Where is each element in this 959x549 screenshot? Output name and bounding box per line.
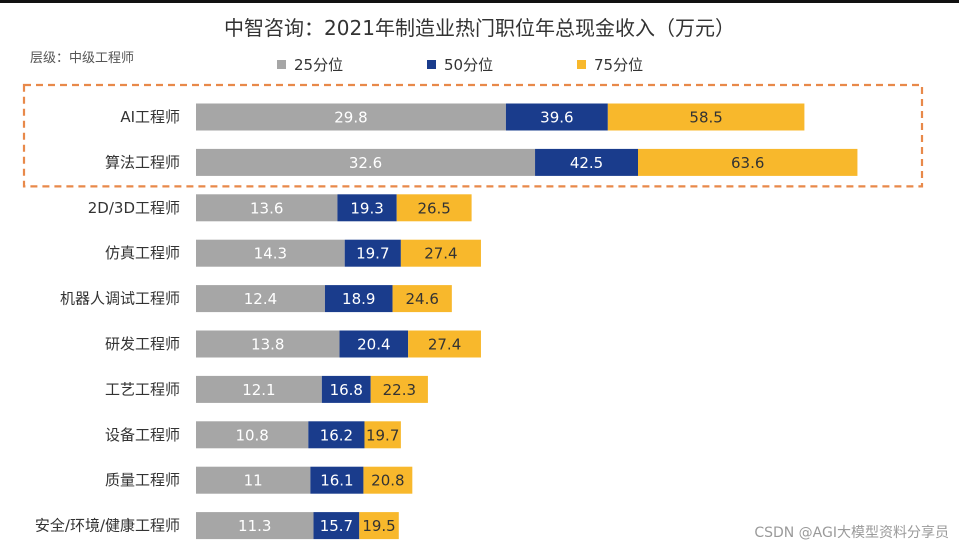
legend-swatch-p50 — [427, 60, 436, 69]
category-label: 设备工程师 — [105, 426, 180, 444]
legend-swatch-p75 — [577, 60, 586, 69]
bar-p50 — [321, 375, 371, 403]
bar-p75 — [408, 330, 481, 358]
bar-p25 — [196, 285, 325, 313]
data-label-p50: 16.1 — [320, 472, 353, 490]
bar-p50 — [324, 285, 393, 313]
data-label-p25: 12.1 — [242, 381, 275, 399]
data-label-p25: 13.6 — [250, 199, 283, 217]
legend-label-p50: 50分位 — [444, 56, 494, 74]
data-label-p25: 11.3 — [238, 517, 271, 535]
data-label-p50: 19.7 — [356, 245, 389, 263]
legend-label-p25: 25分位 — [294, 56, 344, 74]
bar-row: 质量工程师 11 16.1 20.8 — [105, 466, 413, 494]
bar-row: AI工程师 29.8 39.6 58.5 — [120, 103, 805, 131]
bar-row: 仿真工程师 14.3 19.7 27.4 — [105, 239, 481, 267]
bar-p25 — [196, 512, 314, 540]
bar-p50 — [505, 103, 608, 131]
bar-p25 — [196, 375, 322, 403]
bar-p25 — [196, 421, 309, 449]
bar-row: 安全/环境/健康工程师 11.3 15.7 19.5 — [35, 512, 399, 540]
bar-p50 — [535, 148, 638, 176]
bar-row: 算法工程师 32.6 42.5 63.6 — [105, 148, 858, 176]
data-label-p25: 14.3 — [254, 245, 287, 263]
data-label-p75: 63.6 — [731, 154, 764, 172]
data-label-p50: 16.2 — [320, 426, 353, 444]
bar-p75 — [370, 375, 428, 403]
category-label: 研发工程师 — [105, 335, 180, 353]
bar-p50 — [308, 421, 365, 449]
data-label-p50: 18.9 — [342, 290, 375, 308]
bar-p50 — [337, 194, 397, 222]
bar-p75 — [607, 103, 805, 131]
bar-p25 — [196, 194, 338, 222]
bar-p25 — [196, 239, 345, 267]
data-label-p75: 26.5 — [417, 199, 450, 217]
bar-p75 — [400, 239, 481, 267]
bar-p50 — [339, 330, 409, 358]
data-label-p25: 11 — [244, 472, 263, 490]
legend-item-p50: 50分位 — [427, 54, 493, 75]
chart-title: 中智咨询：2021年制造业热门职位年总现金收入（万元） — [224, 16, 735, 40]
data-label-p75: 58.5 — [689, 109, 722, 127]
bar-p25 — [196, 466, 311, 494]
data-label-p25: 32.6 — [349, 154, 382, 172]
data-label-p25: 29.8 — [334, 109, 367, 127]
bar-row: 机器人调试工程师 12.4 18.9 24.6 — [60, 285, 452, 313]
data-label-p75: 20.8 — [371, 472, 404, 490]
data-label-p75: 19.5 — [362, 517, 395, 535]
category-label: AI工程师 — [120, 108, 180, 126]
data-label-p75: 19.7 — [366, 426, 399, 444]
data-label-p50: 39.6 — [540, 109, 573, 127]
bar-p75 — [359, 512, 399, 540]
bar-row: 2D/3D工程师 13.6 19.3 26.5 — [88, 194, 472, 222]
bar-p25 — [196, 330, 340, 358]
data-label-p50: 42.5 — [570, 154, 603, 172]
category-label: 2D/3D工程师 — [88, 199, 180, 217]
category-label: 机器人调试工程师 — [60, 290, 180, 308]
bar-p75 — [392, 285, 452, 313]
data-label-p25: 10.8 — [235, 426, 268, 444]
data-label-p75: 27.4 — [424, 245, 457, 263]
top-rule — [0, 0, 959, 3]
legend-label-p75: 75分位 — [594, 56, 644, 74]
data-label-p50: 16.8 — [330, 381, 363, 399]
bar-p25 — [196, 148, 536, 176]
bar-p75 — [364, 421, 401, 449]
bar-p50 — [310, 466, 364, 494]
category-label: 质量工程师 — [105, 471, 180, 489]
bar-row: 研发工程师 13.8 20.4 27.4 — [105, 330, 481, 358]
highlight-box — [22, 83, 924, 188]
bar-p75 — [396, 194, 472, 222]
watermark: CSDN @AGI大模型资料分享员 — [754, 525, 949, 541]
data-label-p75: 22.3 — [383, 381, 416, 399]
legend-item-p25: 25分位 — [277, 54, 343, 75]
data-label-p50: 20.4 — [357, 336, 390, 354]
bar-p75 — [638, 148, 858, 176]
bar-p75 — [363, 466, 413, 494]
legend-item-p75: 75分位 — [577, 54, 643, 75]
category-label: 安全/环境/健康工程师 — [35, 517, 180, 535]
category-label: 工艺工程师 — [105, 380, 180, 398]
data-label-p25: 12.4 — [244, 290, 277, 308]
data-label-p75: 27.4 — [428, 336, 461, 354]
category-label: 仿真工程师 — [105, 244, 180, 262]
category-label: 算法工程师 — [105, 153, 180, 171]
chart-subtitle: 层级：中级工程师 — [30, 51, 135, 66]
bar-p50 — [313, 512, 360, 540]
data-label-p25: 13.8 — [251, 336, 284, 354]
bar-row: 设备工程师 10.8 16.2 19.7 — [105, 421, 401, 449]
data-label-p50: 19.3 — [350, 199, 383, 217]
legend-swatch-p25 — [277, 60, 286, 69]
bar-p50 — [344, 239, 401, 267]
bar-p25 — [196, 103, 506, 131]
data-label-p75: 24.6 — [405, 290, 438, 308]
bar-row: 工艺工程师 12.1 16.8 22.3 — [105, 375, 428, 403]
data-label-p50: 15.7 — [320, 517, 353, 535]
